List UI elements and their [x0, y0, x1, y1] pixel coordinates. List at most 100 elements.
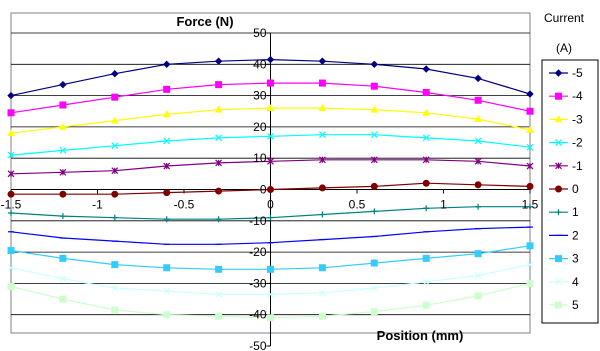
- x-tick-label: -1.5: [1, 198, 22, 212]
- data-point: [555, 301, 562, 309]
- legend-label: -2: [572, 136, 583, 150]
- data-point: [163, 311, 171, 319]
- data-point: [111, 306, 119, 314]
- data-point: [215, 187, 223, 195]
- data-point: [318, 79, 326, 87]
- legend-item-5: 5: [549, 298, 579, 312]
- data-point: [162, 110, 171, 118]
- data-point: [163, 216, 170, 223]
- data-point: [163, 287, 171, 295]
- legend-item--1: -1: [549, 159, 583, 173]
- data-point: [7, 190, 15, 198]
- x-tick-label: 1.5: [522, 198, 539, 212]
- data-point: [422, 88, 430, 96]
- data-point: [215, 312, 223, 320]
- data-point: [215, 134, 223, 142]
- y-tick-label: -50: [249, 339, 267, 351]
- data-point: [214, 57, 223, 65]
- legend-label: 0: [572, 182, 579, 196]
- data-point: [7, 109, 15, 117]
- data-point: [555, 162, 562, 170]
- series--5: [7, 55, 534, 100]
- y-tick-label: 40: [253, 57, 267, 71]
- y-tick-label: -30: [249, 276, 267, 290]
- data-point: [163, 162, 171, 170]
- data-point: [59, 122, 67, 130]
- data-point: [163, 85, 171, 93]
- legend-item--5: -5: [549, 66, 583, 80]
- data-point: [215, 290, 223, 298]
- legend-label: 4: [572, 275, 579, 289]
- data-point: [527, 203, 533, 210]
- data-point: [318, 156, 326, 164]
- data-point: [370, 60, 379, 69]
- data-point: [59, 275, 67, 283]
- data-point: [267, 132, 274, 140]
- data-point: [214, 105, 223, 113]
- data-point: [267, 186, 274, 193]
- data-point: [318, 184, 326, 192]
- data-point: [474, 96, 482, 104]
- legend-title-line2: (A): [556, 41, 572, 55]
- y-tick-label: -40: [249, 308, 267, 322]
- data-point: [59, 190, 67, 198]
- data-point: [111, 190, 119, 198]
- y-tick-label: -10: [249, 214, 267, 228]
- series-3: [7, 242, 534, 273]
- data-point: [163, 189, 171, 197]
- data-point: [474, 181, 482, 189]
- data-point: [422, 254, 430, 262]
- legend-label: 3: [572, 252, 579, 266]
- data-point: [267, 265, 274, 273]
- legend-item-4: 4: [549, 275, 579, 289]
- data-point: [423, 205, 430, 212]
- data-point: [111, 214, 118, 221]
- data-point: [111, 284, 119, 292]
- data-point: [111, 93, 119, 101]
- data-point: [526, 261, 534, 269]
- data-point: [267, 214, 274, 221]
- data-point: [215, 265, 223, 273]
- data-point: [318, 131, 326, 139]
- data-point: [370, 105, 379, 113]
- data-point: [555, 139, 562, 147]
- legend-label: -4: [572, 89, 583, 103]
- data-point: [474, 115, 482, 122]
- data-point: [8, 209, 14, 216]
- data-point: [59, 80, 67, 89]
- legend-title-line1: Current: [544, 11, 585, 25]
- data-point: [318, 264, 326, 272]
- data-point: [422, 301, 430, 309]
- data-point: [267, 157, 274, 165]
- data-point: [555, 278, 562, 286]
- series-0: [7, 179, 534, 198]
- legend: -5 -4 -3 -2 -1 0 1 2 3 4 5: [549, 66, 583, 312]
- x-tick-label: 1: [440, 198, 447, 212]
- legend-item--4: -4: [549, 89, 583, 103]
- legend-item--2: -2: [549, 136, 583, 150]
- data-point: [318, 312, 326, 320]
- data-point: [422, 278, 430, 286]
- y-tick-label: 10: [253, 151, 267, 165]
- legend-item-0: 0: [549, 182, 579, 196]
- data-point: [526, 126, 534, 133]
- series-group: [7, 55, 534, 322]
- data-point: [370, 82, 378, 90]
- legend-label: -5: [572, 66, 583, 80]
- data-point: [110, 116, 119, 124]
- data-point: [59, 295, 67, 303]
- legend-label: 5: [572, 298, 579, 312]
- data-point: [163, 137, 171, 145]
- data-point: [267, 290, 274, 298]
- data-point: [318, 57, 327, 65]
- data-point: [474, 272, 482, 279]
- data-point: [555, 92, 562, 100]
- data-point: [7, 264, 15, 272]
- data-point: [422, 134, 430, 142]
- data-point: [267, 314, 274, 322]
- data-point: [7, 170, 15, 178]
- data-point: [111, 69, 119, 78]
- data-point: [475, 203, 482, 210]
